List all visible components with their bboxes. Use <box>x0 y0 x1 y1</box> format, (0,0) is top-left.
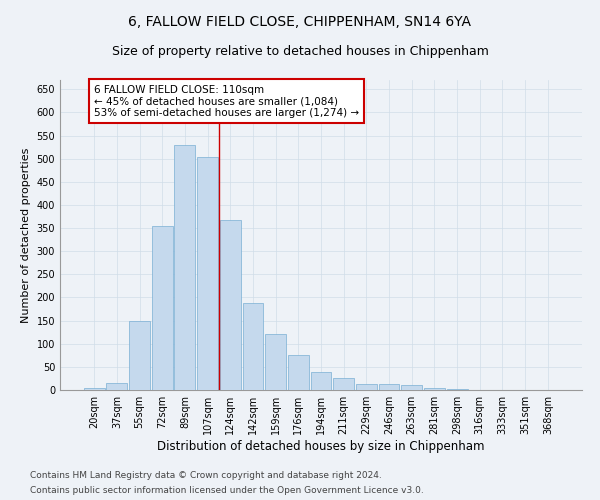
Y-axis label: Number of detached properties: Number of detached properties <box>21 148 31 322</box>
Bar <box>220 220 241 390</box>
Bar <box>379 384 400 390</box>
Text: Contains HM Land Registry data © Crown copyright and database right 2024.: Contains HM Land Registry data © Crown c… <box>30 471 382 480</box>
Bar <box>84 388 104 390</box>
Bar <box>106 383 127 390</box>
Bar <box>175 145 196 390</box>
Bar <box>424 388 445 390</box>
Text: 6 FALLOW FIELD CLOSE: 110sqm
← 45% of detached houses are smaller (1,084)
53% of: 6 FALLOW FIELD CLOSE: 110sqm ← 45% of de… <box>94 84 359 118</box>
Bar <box>311 372 331 390</box>
Bar <box>333 378 354 390</box>
Text: 6, FALLOW FIELD CLOSE, CHIPPENHAM, SN14 6YA: 6, FALLOW FIELD CLOSE, CHIPPENHAM, SN14 … <box>128 15 472 29</box>
X-axis label: Distribution of detached houses by size in Chippenham: Distribution of detached houses by size … <box>157 440 485 453</box>
Bar <box>356 384 377 390</box>
Bar <box>129 320 150 390</box>
Bar <box>152 226 173 390</box>
Text: Size of property relative to detached houses in Chippenham: Size of property relative to detached ho… <box>112 45 488 58</box>
Bar <box>446 389 467 390</box>
Bar <box>288 356 309 390</box>
Text: Contains public sector information licensed under the Open Government Licence v3: Contains public sector information licen… <box>30 486 424 495</box>
Bar <box>197 158 218 390</box>
Bar <box>242 303 263 390</box>
Bar <box>265 334 286 390</box>
Bar <box>401 386 422 390</box>
